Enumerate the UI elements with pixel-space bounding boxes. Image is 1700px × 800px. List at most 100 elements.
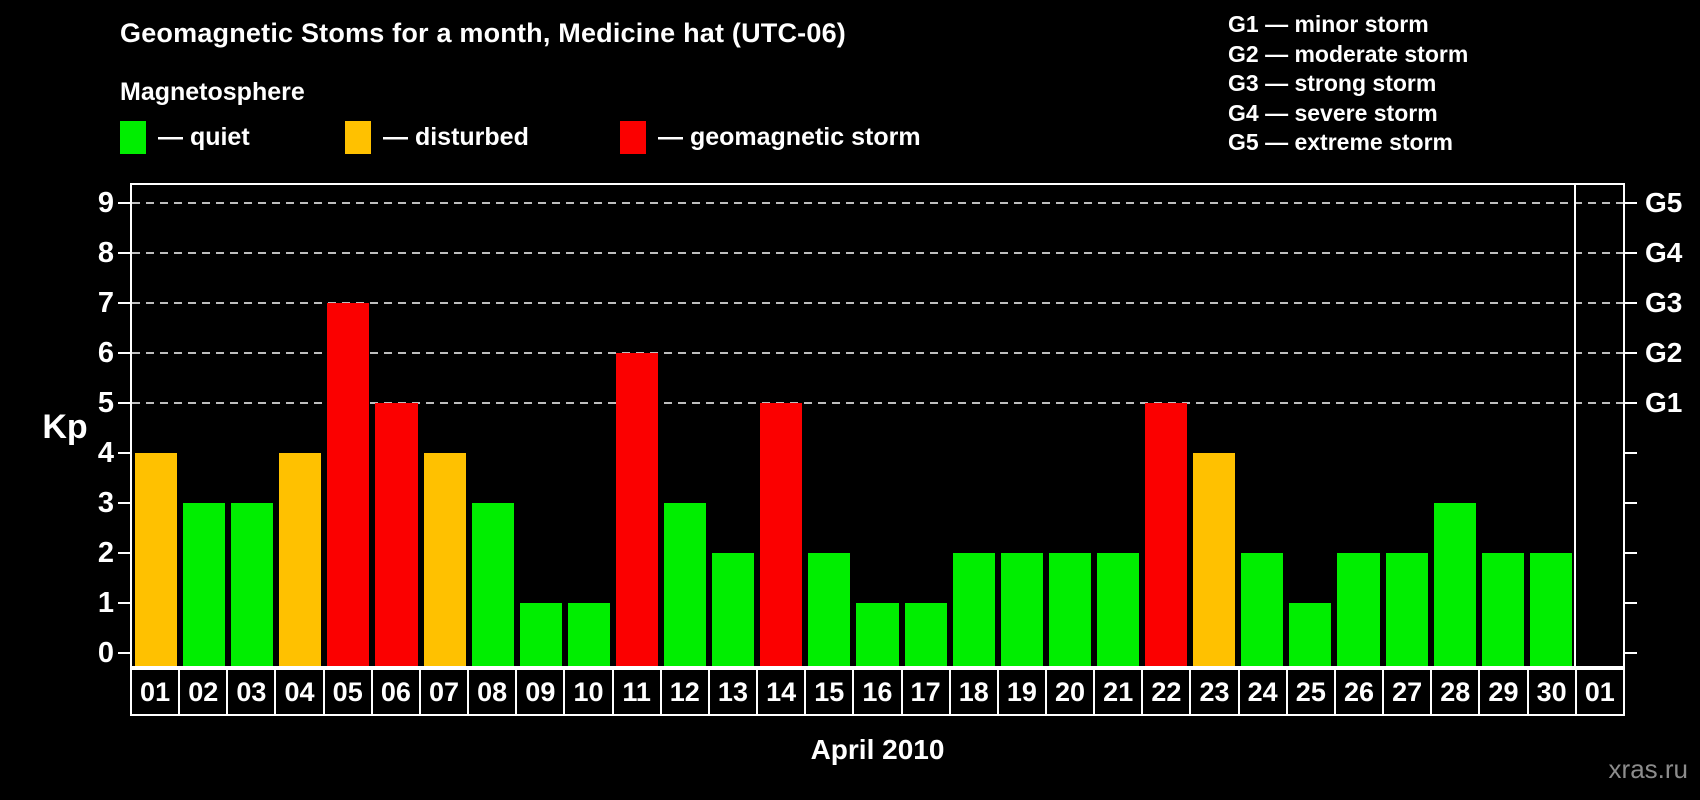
g-axis-label-G3: G3	[1645, 287, 1683, 318]
day-label-19: 19	[996, 668, 1047, 716]
bar-day-11	[615, 353, 659, 666]
day-label-26: 26	[1333, 668, 1385, 716]
g-axis-label-G4: G4	[1645, 237, 1683, 268]
day-label-27: 27	[1382, 668, 1433, 716]
y-tick-right-6	[1625, 352, 1637, 354]
day-label-21: 21	[1093, 668, 1144, 716]
day-label-29: 29	[1478, 668, 1529, 716]
x-axis-day-boxes: 01 02 03 04 05 06 07 08 09 10 11 12 13 14 15 16 17 18 19 20…	[130, 668, 1625, 716]
bar-day-02	[183, 503, 226, 666]
bar-day-28	[1433, 503, 1476, 666]
y-tick-right-5	[1625, 402, 1637, 404]
day-label-03: 03	[226, 668, 277, 716]
day-label-15: 15	[804, 668, 855, 716]
disturbed-swatch-icon	[345, 120, 371, 154]
bar-day-07	[423, 453, 466, 666]
day-label-20: 20	[1044, 668, 1096, 716]
quiet-swatch-icon	[120, 120, 146, 154]
y-tick-right-3	[1625, 502, 1637, 504]
y-tick-right-0	[1625, 652, 1637, 654]
y-axis-label-6: 6	[97, 336, 114, 369]
bar-day-26	[1337, 553, 1380, 666]
g-legend-row: G2 — moderate storm	[1228, 40, 1469, 67]
y-tick-right-4	[1625, 452, 1637, 454]
bar-day-17	[904, 603, 947, 666]
day-label-08: 08	[467, 668, 518, 716]
legend-item-quiet: — quiet	[120, 119, 250, 155]
y-axis-label-1: 1	[97, 586, 114, 619]
y-axis-label-9: 9	[97, 186, 114, 219]
day-label-24: 24	[1237, 668, 1288, 716]
y-axis-title: Kp	[42, 408, 88, 446]
bar-day-24	[1241, 553, 1284, 666]
bar-day-04	[279, 453, 322, 666]
bar-day-29	[1481, 553, 1524, 666]
gridline-kp9	[132, 202, 1623, 204]
bar-day-18	[952, 553, 995, 666]
bar-day-15	[808, 553, 851, 666]
day-label-09: 09	[515, 668, 566, 716]
y-tick-left-8	[118, 252, 130, 254]
bar-day-27	[1385, 553, 1428, 666]
bar-day-09	[519, 603, 562, 666]
legend-label-storm: — geomagnetic storm	[658, 122, 921, 151]
bar-day-16	[856, 603, 899, 666]
g-legend-row: G4 — severe storm	[1228, 99, 1438, 126]
g-axis-label-G5: G5	[1645, 187, 1683, 218]
gridline-kp5	[132, 402, 1623, 404]
day-label-28: 28	[1430, 668, 1481, 716]
bar-day-25	[1289, 603, 1332, 666]
y-tick-left-2	[118, 552, 130, 554]
next-month-separator	[1573, 185, 1576, 666]
bar-day-03	[231, 503, 274, 666]
legend-label-quiet: — quiet	[158, 122, 250, 151]
bar-day-23	[1193, 453, 1236, 666]
bar-day-21	[1096, 553, 1140, 666]
y-tick-left-0	[118, 652, 130, 654]
g-axis-label-G1: G1	[1645, 387, 1683, 418]
bar-day-05	[327, 303, 370, 666]
g-axis-label-G2: G2	[1645, 337, 1683, 368]
day-label-10: 10	[563, 668, 614, 716]
y-axis-label-8: 8	[97, 236, 114, 269]
gridline-kp6	[132, 352, 1623, 354]
day-label-16: 16	[852, 668, 903, 716]
bar-day-01	[135, 453, 178, 666]
bar-day-08	[471, 503, 514, 666]
y-tick-right-8	[1625, 252, 1637, 254]
day-label-25: 25	[1285, 668, 1336, 716]
y-axis-label-3: 3	[97, 486, 114, 519]
day-label-02: 02	[178, 668, 229, 716]
y-tick-right-9	[1625, 202, 1637, 204]
day-label-22: 22	[1141, 668, 1192, 716]
legend-item-storm: — geomagnetic storm	[620, 119, 921, 155]
gridline-kp7	[132, 302, 1623, 304]
day-label-01: 01	[130, 668, 181, 716]
plot-area	[130, 183, 1625, 668]
bar-day-06	[375, 403, 418, 666]
day-label-14: 14	[756, 668, 807, 716]
y-tick-left-4	[118, 452, 130, 454]
y-tick-left-3	[118, 502, 130, 504]
legend-label-disturbed: — disturbed	[383, 122, 529, 151]
y-tick-left-5	[118, 402, 130, 404]
bar-day-10	[567, 603, 610, 666]
day-label-11: 11	[611, 668, 662, 716]
y-axis-label-5: 5	[97, 386, 114, 419]
bar-day-19	[1000, 553, 1043, 666]
g-legend-row: G5 — extreme storm	[1228, 129, 1453, 155]
y-tick-right-7	[1625, 302, 1637, 304]
bar-day-14	[760, 403, 803, 666]
x-axis-title: April 2010	[810, 734, 945, 765]
y-axis-label-2: 2	[97, 536, 114, 569]
y-tick-left-7	[118, 302, 130, 304]
day-label-06: 06	[370, 668, 421, 716]
gridline-kp8	[132, 252, 1623, 254]
y-axis-label-4: 4	[97, 436, 114, 469]
day-label-05: 05	[322, 668, 373, 716]
g-legend-row: G1 — minor storm	[1228, 11, 1429, 37]
y-axis-label-7: 7	[97, 286, 114, 319]
storm-swatch-icon	[620, 120, 646, 154]
g-legend-row: G3 — strong storm	[1228, 70, 1437, 96]
watermark: xras.ru	[1608, 754, 1688, 784]
